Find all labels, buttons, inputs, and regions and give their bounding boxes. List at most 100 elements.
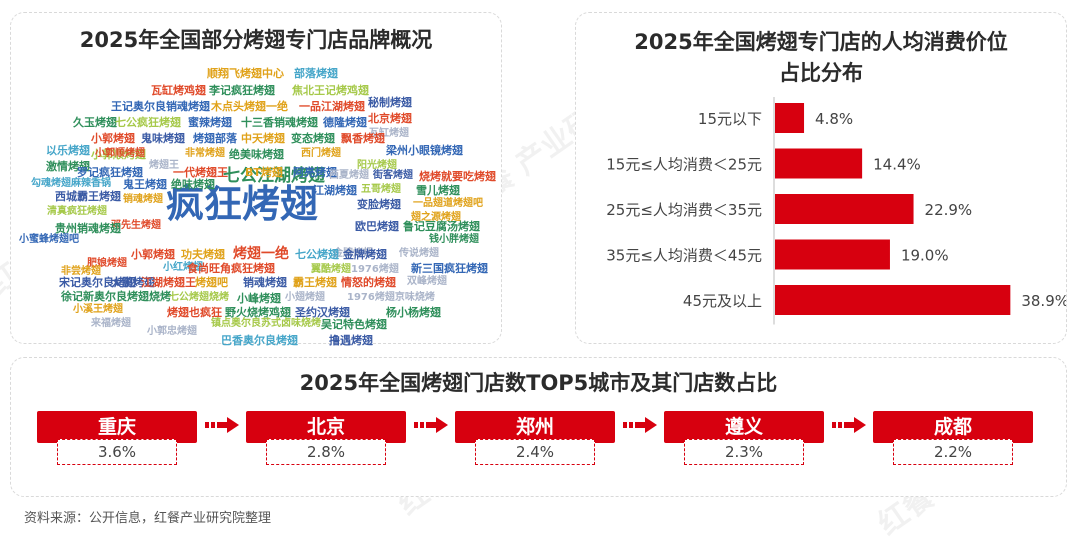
source-note: 资料来源：公开信息，红餐产业研究院整理	[24, 511, 272, 526]
category-label: 25元≤人均消费＜35元	[606, 201, 762, 219]
category-label: 35元≤人均消费＜45元	[606, 247, 762, 265]
wordcloud-word: 德隆烤翅	[323, 116, 367, 129]
price-distribution-panel: 2025年全国烤翅专门店的人均消费价位 占比分布 15元以下 4.8% 15元≤人均…	[575, 12, 1067, 344]
city-share: 2.2%	[893, 439, 1013, 465]
bar	[775, 148, 863, 179]
wordcloud-word: 江湖烤翅	[313, 184, 357, 197]
wordcloud-word: 飘香烤翅	[341, 132, 385, 145]
city-card: 成都 2.2%	[873, 411, 1033, 467]
wordcloud-word: 顺翔飞烤翅中心	[207, 67, 284, 80]
wordcloud-word: 焦北王记烤鸡翅	[292, 84, 369, 97]
bar	[775, 194, 914, 224]
category-label: 15元以下	[698, 110, 762, 128]
value-label: 38.9%	[1021, 292, 1066, 310]
wordcloud-word: 十三香销魂烤翅	[241, 116, 318, 129]
wordcloud-word: 欧巴烤翅	[355, 220, 399, 233]
wordcloud-word: 蜜辣烤翅	[188, 116, 232, 129]
wordcloud-word: 吴记特色烤翅	[321, 318, 387, 331]
bar-chart: 15元以下 4.8% 15元≤人均消费＜25元 14.4% 25元≤人均消费＜35元 22…	[606, 97, 1066, 325]
wordcloud-word: 西门烤翅	[301, 148, 341, 159]
wordcloud-word: 鬼王烤翅	[123, 178, 167, 191]
wordcloud-word: 金牌烤翅	[333, 248, 373, 259]
city-card: 遵义 2.3%	[664, 411, 824, 467]
city-name: 成都	[873, 411, 1033, 443]
wordcloud-word: 情怒的烤翅	[341, 276, 396, 289]
wordcloud-word: 一品江湖烤翅	[299, 100, 365, 113]
wordcloud-word: 小郭烤翅	[131, 248, 175, 261]
wordcloud-word: 徐记新奥尔良烤翅烧烤	[61, 290, 171, 303]
city-card: 重庆 3.6%	[37, 411, 197, 467]
wordcloud-word: 瓦缸烤翅	[369, 128, 409, 139]
arrow-right-icon	[832, 417, 866, 433]
wordcloud-word: 大鹏烤翅	[111, 276, 155, 289]
wordcloud-word: 江湖烤翅王	[141, 276, 196, 289]
wordcloud-word: 疯狂烤翅	[166, 182, 319, 226]
wordcloud-word: 新三国疯狂烤翅	[411, 262, 488, 275]
city-share: 3.6%	[57, 439, 177, 465]
wordcloud-word: 七公疯狂烤翅	[115, 116, 181, 129]
wordcloud-word: 1976烤翅	[351, 264, 399, 275]
wordcloud-word: 销魂烤翅	[123, 194, 163, 205]
wordcloud-word: 中天烤翅	[241, 132, 285, 145]
wordcloud-word: 北京烤翅	[368, 112, 412, 125]
wordcloud-word: 1976烤翅京味烧烤	[347, 292, 435, 303]
wordcloud-word: 非尝烤翅	[61, 266, 101, 277]
wordcloud-word: 雪儿烤翅	[416, 184, 460, 197]
wordcloud-word: 一代烤翅王	[173, 166, 228, 179]
wordcloud-word: 烧烤就要吃烤翅	[419, 170, 496, 183]
wordcloud-word: 销魂烤翅	[243, 276, 287, 289]
wordcloud-word: 镇点奥尔良苏式卤味烧烤	[211, 318, 321, 329]
wordcloud-word: 野火烧烤鸡翅	[225, 306, 291, 319]
wordcloud-word: 撸遇烤翅	[329, 334, 373, 347]
wordcloud-word: 小红烤翅	[163, 262, 203, 273]
wordcloud-word: 清真疯狂烤翅	[47, 206, 107, 217]
wordcloud-word: 杨小杨烤翅	[386, 306, 441, 319]
top5-cities-panel: 2025年全国烤翅门店数TOP5城市及其门店数占比 重庆 3.6% 北京 2.8…	[10, 357, 1067, 497]
wordcloud-word: 食尚旺角疯狂烤翅	[187, 262, 275, 275]
wordcloud-word: 小溪王烤翅	[73, 304, 123, 315]
wordcloud-word: 功夫烤翅	[181, 248, 225, 261]
wordcloud-word: 翼酷烤翅	[311, 264, 351, 275]
bar	[775, 103, 805, 133]
wordcloud-word: 小郭烤翅	[91, 132, 135, 145]
city-share: 2.8%	[266, 439, 386, 465]
wordcloud-word: 以乐烤翅	[46, 144, 90, 157]
wordcloud-word: 烤翅王	[149, 160, 179, 171]
wordcloud-word: 激情烤翅	[46, 160, 90, 173]
arrow-right-icon	[414, 417, 448, 433]
wordcloud-word: 西城霸王烤翅	[55, 190, 121, 203]
wordcloud-word: 绝味烤翅	[171, 178, 215, 191]
wordcloud-word: 街客烤翅	[373, 170, 413, 181]
wordcloud-word: 来福烤翅	[91, 318, 131, 329]
cities-title: 2025年全国烤翅门店数TOP5城市及其门店数占比	[299, 371, 778, 395]
bar-chart-title-line: 占比分布	[779, 61, 863, 85]
wordcloud-word: 部落烤翅	[294, 67, 338, 80]
value-label: 14.4%	[873, 156, 921, 174]
arrow-right-icon	[205, 417, 239, 433]
wordcloud-word: 变态烤翅	[291, 132, 335, 145]
bar	[775, 285, 1011, 315]
wordcloud-word: 翅之源烤翅	[411, 212, 461, 223]
value-label: 22.9%	[925, 201, 973, 219]
wordcloud-word: 双峰烤翅	[407, 276, 447, 287]
value-label: 4.8%	[815, 110, 853, 128]
wordcloud-word: 阳光烤翅	[357, 160, 397, 171]
wordcloud-word: 绝美味烤翅	[229, 148, 284, 161]
wordcloud-word: 久玉烤翅	[73, 116, 117, 129]
wordcloud-word: 五哥烤翅	[361, 184, 401, 195]
wordcloud-word: 七公烤翅	[295, 248, 339, 261]
wordcloud-word: 烤翅也疯狂	[167, 306, 222, 319]
city-name: 遵义	[664, 411, 824, 443]
city-name: 北京	[246, 411, 406, 443]
wordcloud-word: 传说烤翅	[399, 248, 439, 259]
bar	[775, 239, 890, 270]
value-label: 19.0%	[901, 247, 949, 265]
category-label: 15元≤人均消费＜25元	[606, 156, 762, 174]
wordcloud-word: 勾魂烤翅麻辣香锅	[31, 178, 111, 189]
wordcloud-word: 瓦缸烤鸡翅	[151, 84, 206, 97]
wordcloud-word: 烤翅部落	[193, 132, 237, 145]
brand-wordcloud-panel: 2025年全国部分烤翅专门店品牌概况 疯狂烤翅 七公江湖烤翅 顺翔飞烤翅中心 部落烤翅…	[10, 12, 502, 347]
wordcloud-word: 金牌烤翅	[343, 248, 387, 261]
wordcloud-word: 木点头烤翅一绝	[211, 100, 288, 113]
bar-chart-title-line: 2025年全国烤翅专门店的人均消费价位	[634, 30, 1008, 54]
